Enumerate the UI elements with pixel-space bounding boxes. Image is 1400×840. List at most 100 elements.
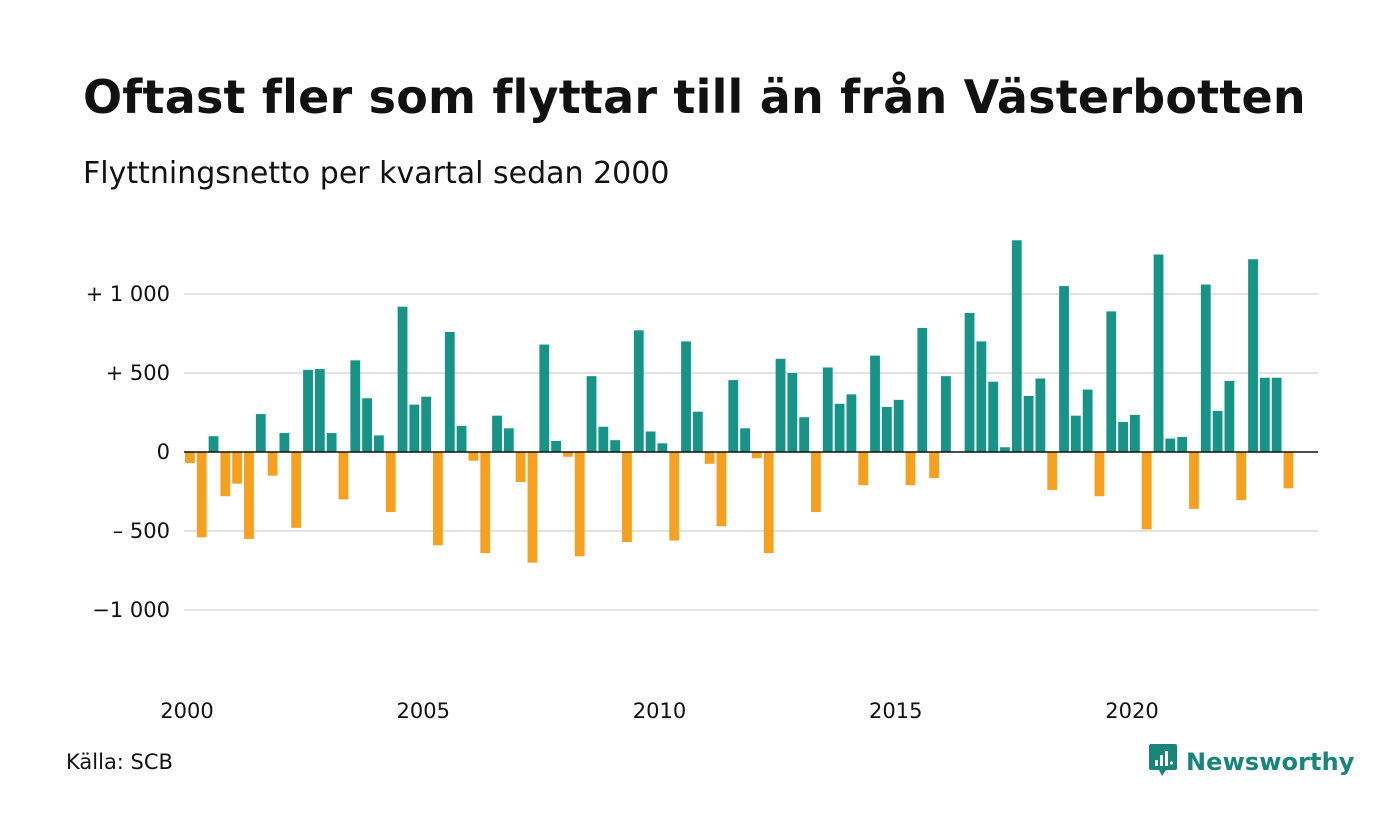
bar	[456, 425, 467, 452]
bar	[185, 452, 195, 464]
bar	[1200, 284, 1211, 452]
bar	[1224, 380, 1235, 452]
bar	[988, 381, 999, 452]
bar	[232, 452, 243, 484]
bar	[492, 415, 502, 452]
bar	[326, 433, 337, 452]
bar	[409, 404, 420, 452]
source-note: Källa: SCB	[66, 750, 173, 774]
bar	[692, 411, 703, 452]
x-tick-label: 2005	[397, 699, 450, 723]
bar	[1141, 452, 1152, 530]
bar	[1189, 452, 1199, 509]
bar-chart: + 1 000 + 500 0 – 500 −1 000 2000 2005 2010 201…	[86, 240, 1318, 723]
bar	[1059, 286, 1069, 452]
x-tick-label: 2000	[160, 699, 213, 723]
x-axis-tick-labels: 2000 2005 2010 2015 2020	[160, 699, 1158, 723]
x-tick-label: 2015	[869, 699, 922, 723]
bar	[338, 452, 349, 500]
bar	[917, 327, 928, 452]
chart-subtitle: Flyttningsnetto per kvartal sedan 2000	[83, 156, 670, 191]
bar	[1094, 452, 1105, 497]
bar	[303, 369, 313, 452]
bar	[1070, 415, 1081, 452]
bar	[1236, 452, 1247, 501]
x-tick-label: 2020	[1105, 699, 1158, 723]
bar	[1212, 410, 1223, 452]
bar	[1259, 377, 1270, 452]
bar	[1035, 378, 1046, 452]
bar	[811, 452, 821, 513]
brand-logo[interactable]: Newsworthy	[1148, 744, 1355, 780]
newsworthy-logo-icon	[1148, 742, 1178, 782]
bar	[563, 452, 573, 457]
bar	[421, 396, 432, 452]
bar	[574, 452, 585, 557]
bar	[314, 369, 325, 452]
bar	[1177, 436, 1188, 452]
bar	[1106, 311, 1117, 452]
bar	[669, 452, 680, 541]
bar	[893, 399, 904, 452]
bar	[905, 452, 916, 486]
bar	[586, 376, 597, 452]
bar	[610, 440, 621, 452]
bar	[397, 306, 408, 452]
y-axis-tick-labels: + 1 000 + 500 0 – 500 −1 000	[86, 282, 170, 622]
y-tick-label: + 500	[106, 361, 170, 385]
gridlines	[184, 293, 1318, 611]
bar	[941, 376, 951, 452]
bar	[515, 452, 526, 483]
bar	[645, 431, 656, 452]
bar	[775, 358, 786, 452]
bar	[1165, 438, 1176, 452]
y-tick-label: + 1 000	[86, 282, 170, 306]
bar	[374, 435, 384, 452]
bar	[362, 398, 372, 452]
bar	[834, 403, 845, 452]
bar	[279, 433, 290, 452]
bar	[799, 417, 810, 452]
bar	[385, 452, 396, 513]
bar	[964, 312, 975, 452]
chart-title: Oftast fler som flyttar till än från Väs…	[83, 70, 1306, 124]
bar	[704, 452, 715, 464]
bar	[433, 452, 443, 546]
bar	[681, 341, 691, 452]
bar	[881, 406, 892, 452]
bar	[244, 452, 254, 539]
y-tick-label: 0	[157, 440, 170, 464]
bar	[752, 452, 762, 459]
bar	[657, 443, 668, 452]
bar	[716, 452, 727, 527]
bar	[208, 436, 219, 452]
bar	[1283, 452, 1294, 489]
bar	[1130, 414, 1140, 452]
bar	[622, 452, 632, 543]
bar	[740, 428, 750, 452]
bar	[1248, 259, 1258, 452]
bar	[1118, 421, 1128, 452]
bar	[1023, 395, 1034, 452]
bar	[822, 367, 833, 452]
bar	[787, 373, 798, 452]
bar	[350, 360, 361, 452]
bar	[1011, 240, 1022, 452]
bar	[1000, 447, 1010, 452]
bar	[291, 452, 302, 528]
bar	[976, 341, 987, 452]
bar	[220, 452, 231, 497]
bar	[1082, 389, 1093, 452]
bar	[598, 426, 609, 452]
y-tick-label: – 500	[113, 519, 170, 543]
bars	[185, 240, 1294, 563]
bar	[633, 330, 644, 452]
bar	[551, 440, 561, 452]
bar	[503, 428, 514, 452]
bar	[267, 452, 278, 476]
bar	[870, 355, 880, 452]
bar	[728, 380, 739, 452]
bar	[858, 452, 869, 486]
bar	[196, 452, 207, 538]
bar	[1271, 377, 1282, 452]
